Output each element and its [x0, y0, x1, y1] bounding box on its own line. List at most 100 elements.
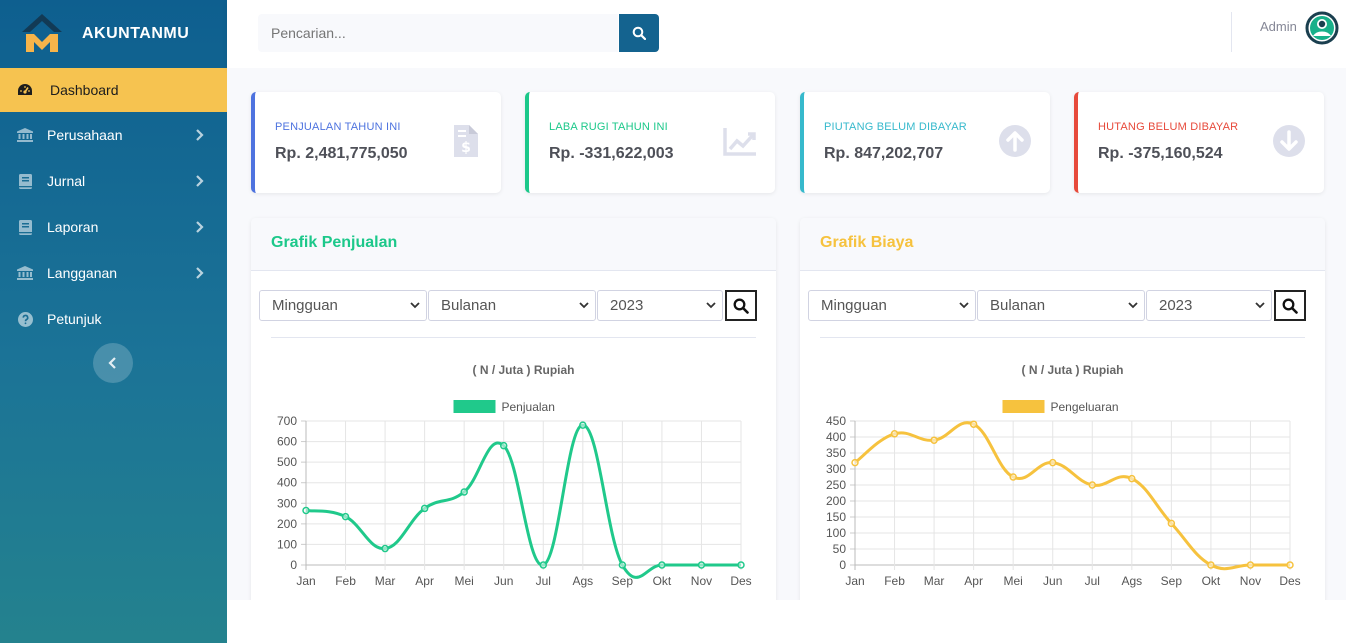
x-tick-label: Jul	[536, 574, 551, 588]
user-circle-icon[interactable]	[1305, 11, 1339, 45]
x-tick-label: Des	[1279, 574, 1300, 588]
x-tick-label: Nov	[691, 574, 712, 588]
panel-divider	[820, 337, 1305, 338]
data-point	[460, 488, 468, 496]
granularity-select[interactable]: Bulanan	[977, 290, 1145, 321]
chart-penjualan: ( N / Juta ) Rupiah Penjualan 0 100 200 300 40…	[277, 363, 752, 588]
x-tick-label: Jun	[1043, 574, 1062, 588]
x-tick-label: Jan	[296, 574, 315, 588]
stat-label: HUTANG BELUM DIBAYAR	[1098, 121, 1239, 133]
period-select[interactable]: Mingguan	[259, 290, 427, 321]
stat-value: Rp. -375,160,524	[1098, 145, 1223, 162]
x-tick-label: Mar	[375, 574, 396, 588]
panel-title: Grafik Penjualan	[251, 218, 776, 271]
question-circle-icon	[17, 311, 33, 327]
period-select[interactable]: Mingguan	[808, 290, 976, 321]
page-bottom	[227, 600, 1346, 643]
tachometer-icon	[17, 82, 33, 98]
x-tick-label: Sep	[1161, 574, 1183, 588]
sidebar-item-perusahaan[interactable]: Perusahaan	[0, 112, 227, 158]
data-point	[302, 506, 310, 515]
series-line	[854, 421, 1290, 571]
stat-label: LABA RUGI TAHUN INI	[549, 121, 668, 133]
sidebar-item-petunjuk[interactable]: Petunjuk	[0, 296, 227, 342]
data-point	[579, 421, 587, 429]
chevron-down-icon	[410, 302, 420, 309]
topbar-divider	[1231, 12, 1232, 52]
search-input[interactable]	[258, 14, 618, 52]
chevron-right-icon	[196, 175, 204, 187]
chevron-down-icon	[579, 302, 589, 309]
y-tick-label: 250	[826, 478, 846, 492]
sidebar-item-dashboard[interactable]: Dashboard	[0, 68, 227, 112]
legend-label: Pengeluaran	[1051, 400, 1119, 414]
y-tick-label: 150	[826, 510, 846, 524]
y-tick-label: 0	[839, 558, 846, 572]
y-tick-label: 100	[277, 537, 297, 551]
search-icon	[632, 26, 646, 40]
arrow-circle-down-icon	[1273, 125, 1305, 157]
y-tick-label: 300	[277, 496, 297, 510]
x-tick-label: Mei	[455, 574, 474, 588]
chart-title: ( N / Juta ) Rupiah	[1022, 363, 1124, 377]
book-icon	[17, 219, 33, 235]
series-line	[305, 423, 741, 579]
x-tick-label: Jan	[845, 574, 864, 588]
data-point	[1167, 519, 1176, 528]
data-point	[499, 441, 508, 450]
data-point	[618, 561, 627, 569]
data-point	[1088, 481, 1097, 489]
data-point	[1128, 474, 1136, 483]
stat-card-piutang: PIUTANG BELUM DIBAYAR Rp. 847,202,707	[800, 92, 1050, 193]
chevron-right-icon	[196, 267, 204, 279]
stat-label: PENJUALAN TAHUN INI	[275, 121, 401, 133]
y-tick-label: 500	[277, 455, 297, 469]
panel-title: Grafik Biaya	[800, 218, 1325, 271]
data-point	[420, 504, 429, 513]
x-tick-label: Jul	[1085, 574, 1100, 588]
x-tick-label: Ags	[572, 574, 593, 588]
search-icon	[1282, 298, 1298, 314]
data-point	[697, 561, 706, 569]
data-point	[1286, 561, 1294, 569]
search-icon	[733, 298, 749, 314]
sidebar-item-laporan[interactable]: Laporan	[0, 204, 227, 250]
brand-logo	[22, 14, 62, 52]
stat-value: Rp. 847,202,707	[824, 145, 944, 162]
sidebar-toggle-button[interactable]	[93, 343, 133, 383]
topbar: Admin	[227, 0, 1346, 68]
y-tick-label: 450	[826, 414, 846, 428]
search-button[interactable]	[619, 14, 659, 52]
data-point	[1246, 561, 1255, 569]
data-point	[737, 561, 745, 569]
data-point	[1207, 561, 1215, 569]
granularity-select[interactable]: Bulanan	[428, 290, 596, 321]
x-tick-label: Apr	[415, 574, 434, 588]
select-value: Bulanan	[990, 297, 1046, 314]
sidebar-item-label: Petunjuk	[47, 311, 102, 327]
year-select[interactable]: 2023	[1146, 290, 1272, 321]
sidebar-item-langganan[interactable]: Langganan	[0, 250, 227, 296]
file-invoice-dollar-icon: $	[454, 125, 478, 157]
select-value: Bulanan	[441, 297, 497, 314]
data-point	[1009, 473, 1017, 481]
stat-value: Rp. 2,481,775,050	[275, 145, 408, 162]
select-value: Mingguan	[272, 297, 338, 314]
data-point	[381, 544, 389, 553]
filter-search-button[interactable]	[725, 290, 757, 321]
y-tick-label: 200	[826, 494, 846, 508]
filter-search-button[interactable]	[1274, 290, 1306, 321]
sidebar-item-label: Jurnal	[47, 173, 86, 189]
sidebar-item-label: Langganan	[47, 265, 118, 281]
stat-value: Rp. -331,622,003	[549, 145, 674, 162]
user-name[interactable]: Admin	[1260, 19, 1297, 34]
x-tick-label: Jun	[494, 574, 513, 588]
brand[interactable]: AKUNTANMU	[0, 0, 227, 68]
chart-title: ( N / Juta ) Rupiah	[473, 363, 575, 377]
y-tick-label: 50	[833, 542, 847, 556]
year-select[interactable]: 2023	[597, 290, 723, 321]
data-point	[930, 436, 938, 444]
sidebar-item-label: Dashboard	[50, 82, 119, 98]
sidebar-item-jurnal[interactable]: Jurnal	[0, 158, 227, 204]
y-tick-label: 600	[277, 435, 297, 449]
